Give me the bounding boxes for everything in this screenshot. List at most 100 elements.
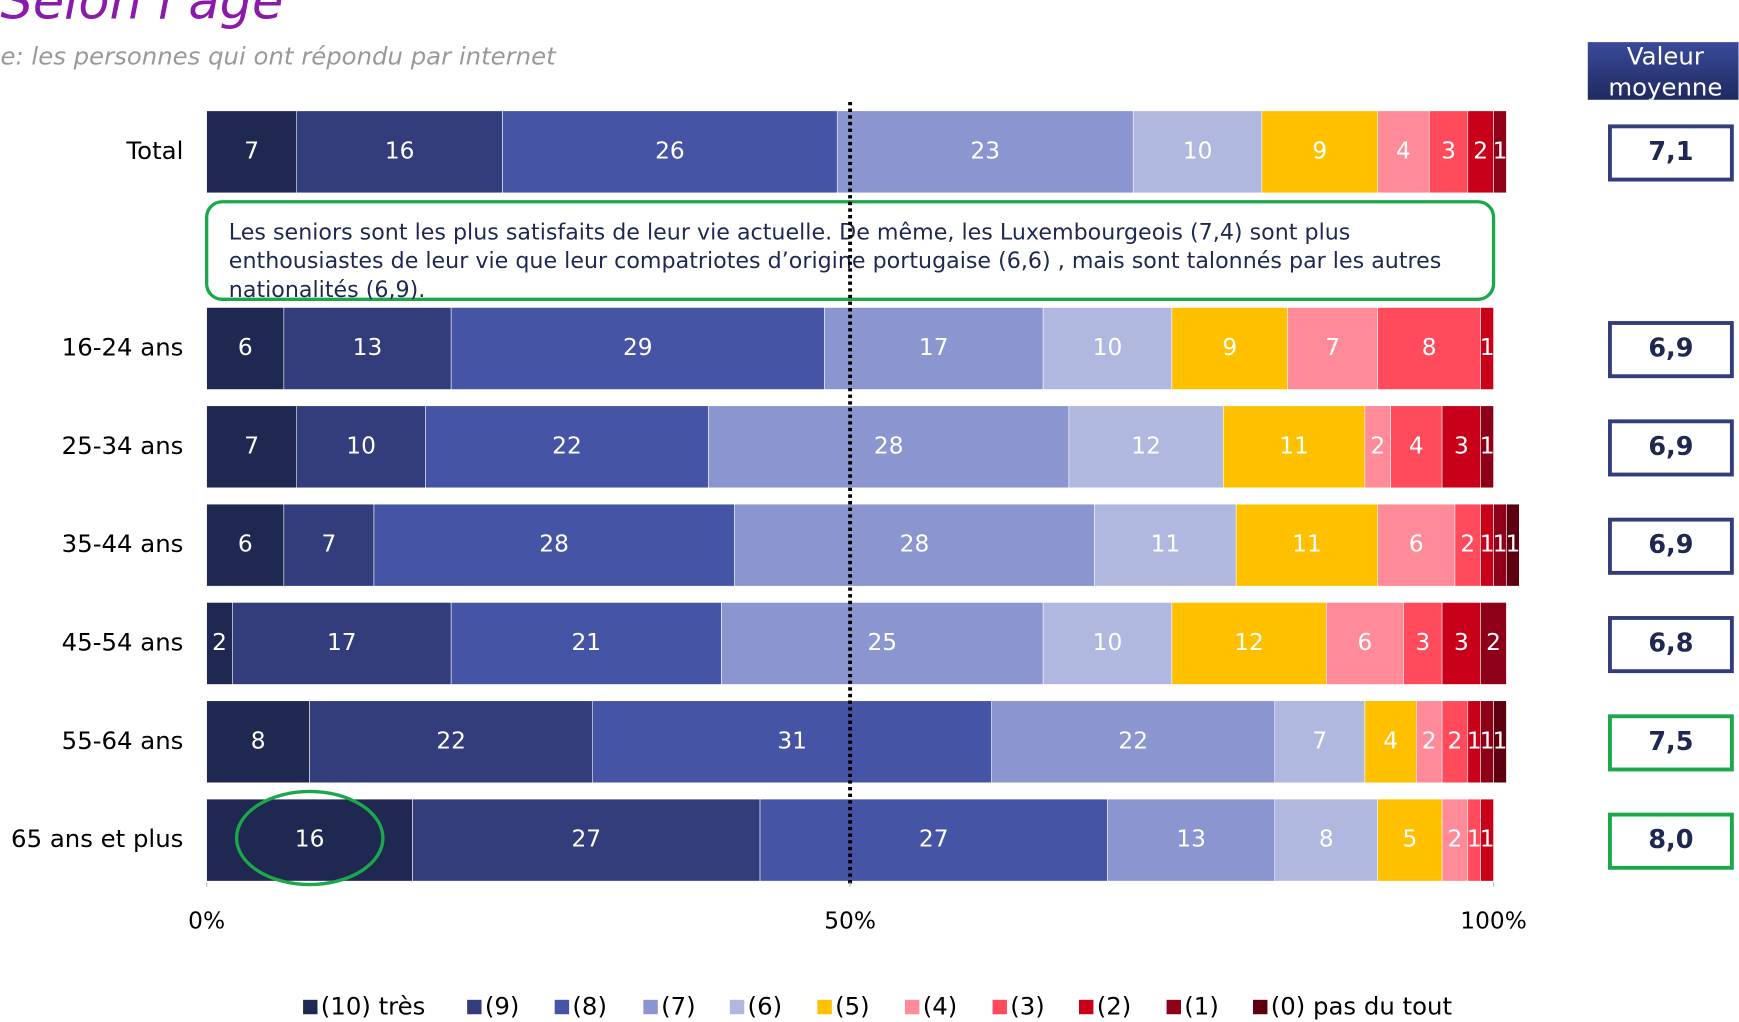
legend-label: (0) pas du tout [1271,992,1452,1021]
bar-label: 1 [1493,137,1508,164]
x-tick-label: 50% [824,908,876,935]
bar-segment [450,602,722,685]
legend-swatch [729,999,745,1015]
bar-segment [1428,110,1469,194]
bar-label: 2 [1473,137,1488,164]
average-header-box [1587,42,1739,100]
bar-label: 27 [571,826,601,853]
average-box [1608,124,1734,182]
legend-label: (2) [1097,992,1132,1021]
annotation: Les seniors sont les plus satisfaits de … [228,218,1442,300]
legend-swatch [467,999,482,1015]
bar-segment [1132,110,1263,194]
bar-segment [1493,700,1507,784]
bar-label: 6 [1357,629,1372,656]
bar-segment [1377,503,1456,587]
bar-label: 1 [1505,531,1520,558]
bar-label: 25 [867,629,897,656]
legend-label: (1) [1184,992,1219,1021]
legend-label: (8) [572,992,607,1021]
bar-label: 4 [1383,727,1398,754]
category-label: 55-64 ans [62,726,184,755]
bar-segment [206,798,413,882]
bar-segment [206,307,285,390]
bar-label: 28 [539,531,569,558]
bar-label: 11 [1279,432,1309,459]
average-box [1608,419,1734,477]
bar-label: 2 [1422,727,1437,754]
legend-label: (7) [661,992,696,1021]
bar-label: 26 [655,137,685,164]
legend-label: (6) [748,992,783,1021]
average-label: 8,0 [1648,825,1693,855]
average-title: Valeur moyenne [1608,43,1723,100]
legend-swatch [1078,999,1094,1015]
bar-label: 10 [346,432,376,459]
bar-segment [206,405,298,489]
bar-segment [309,700,593,784]
bar-label: 2 [1370,432,1385,459]
legend-label: (9) [485,992,520,1021]
bar-label: 27 [919,826,949,853]
bar-label: 13 [1176,826,1206,853]
bar-label: 8 [1422,334,1437,361]
bar-label: 3 [1415,629,1430,656]
bar-label: 10 [1183,137,1213,164]
bar-label: 1 [1493,727,1508,754]
average-header: Valeur moyenne [1608,43,1723,100]
bar-segment [425,405,709,489]
bar-label: 7 [1312,727,1327,754]
bar-segment [450,307,825,390]
bar-label: 7 [321,531,336,558]
bar-segment [1107,798,1276,882]
bar-label: 2 [1486,629,1501,656]
bar-segment [1274,798,1379,882]
bar-label: 9 [1222,334,1237,361]
bar-label: 22 [552,432,582,459]
bar-label: 16 [295,826,325,853]
average-box [1608,812,1734,870]
bar-segment [1480,405,1494,489]
bar-segment [708,405,1070,489]
bar-label: 29 [623,334,653,361]
bar-label: 16 [385,137,415,164]
bar-segment [1390,405,1443,489]
bar-label: 10 [1093,629,1123,656]
legend-label: (3) [1010,992,1045,1021]
bar-segment [296,405,426,489]
bar-segment [1364,405,1391,489]
bar-label: 3 [1454,432,1469,459]
bar-segment [1377,307,1481,390]
legend-label: (5) [835,992,870,1021]
legend-swatch [643,999,658,1015]
average-box [1608,321,1734,379]
bar-segment [721,602,1044,685]
bar-segment [1480,602,1507,685]
bar-segment [1364,700,1417,784]
category-label: 45-54 ans [62,627,184,656]
bar-label: 23 [970,137,1000,164]
highlight-circle [234,789,385,887]
bar-segment [373,503,735,587]
bar-label: 7 [244,137,259,164]
legend-swatch [992,999,1007,1015]
bar-segment [592,700,992,784]
bar-label: 4 [1396,137,1411,164]
bar-label: 6 [1409,531,1424,558]
bar-label: 9 [1312,137,1327,164]
bar-segment [1480,798,1494,882]
bar-segment [1068,405,1224,489]
bar-label: 1 [1493,531,1508,558]
average-box [1608,517,1734,575]
annotation-text: Les seniors sont les plus satisfaits de … [228,218,1442,300]
bar-label: 4 [1409,432,1424,459]
bar-segment [206,602,233,685]
bar-segment [206,503,285,587]
bar-label: 1 [1467,826,1482,853]
x-tick-label: 100% [1460,908,1527,935]
bar-segment [1377,110,1430,194]
bar-segment [412,798,761,882]
bar-label: 1 [1480,531,1495,558]
bar-label: 2 [1460,531,1475,558]
category-label: 65 ans et plus [11,824,183,853]
